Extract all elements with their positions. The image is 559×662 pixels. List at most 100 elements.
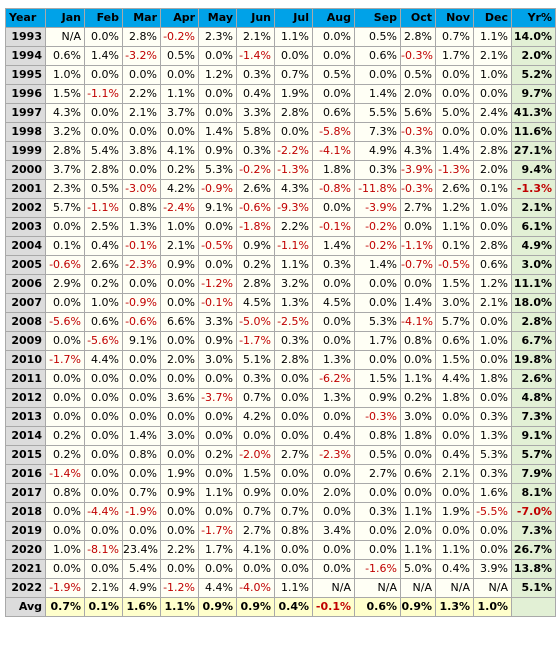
month-return-cell: -5.6% xyxy=(84,331,123,351)
month-return-cell: 4.3% xyxy=(400,141,436,161)
year-cell: 2010 xyxy=(5,350,46,370)
month-return-cell: 5.3% xyxy=(198,160,237,180)
month-return-cell: 2.1% xyxy=(473,293,512,313)
month-return-cell: 0.0% xyxy=(122,274,161,294)
month-return-cell: 1.3% xyxy=(122,217,161,237)
month-return-cell: 0.0% xyxy=(84,388,123,408)
year-cell: 2021 xyxy=(5,559,46,579)
month-return-cell: 1.3% xyxy=(274,293,313,313)
month-return-cell: -3.0% xyxy=(122,179,161,199)
month-return-cell: 0.7% xyxy=(236,502,275,522)
month-return-cell: 2.1% xyxy=(84,578,123,598)
month-return-cell: -6.2% xyxy=(312,369,355,389)
month-return-cell: 0.0% xyxy=(312,84,355,104)
column-header-jul: Jul xyxy=(274,8,313,28)
year-cell: 2019 xyxy=(5,521,46,541)
month-return-cell: -8.1% xyxy=(84,540,123,560)
month-return-cell: 2.1% xyxy=(435,464,474,484)
month-return-cell: 0.2% xyxy=(198,445,237,465)
yearly-return-cell: 7.3% xyxy=(511,521,556,541)
table-row: 2017 0.8% 0.0% 0.7% 0.9% 1.1% 0.9% 0.0% 2.0% 0.0%… xyxy=(5,483,556,503)
month-return-cell: 0.0% xyxy=(45,369,85,389)
table-row: 2009 0.0% -5.6% 9.1% 0.0% 0.9% -1.7% 0.3% 0.0% 1.… xyxy=(5,331,556,351)
month-return-cell: 3.3% xyxy=(198,312,237,332)
month-return-cell: 1.0% xyxy=(45,65,85,85)
month-return-cell: -2.3% xyxy=(312,445,355,465)
column-header-feb: Feb xyxy=(84,8,123,28)
average-cell: 0.1% xyxy=(84,597,123,617)
month-return-cell: 0.6% xyxy=(473,255,512,275)
month-return-cell: -1.6% xyxy=(354,559,401,579)
month-return-cell: 0.6% xyxy=(400,464,436,484)
year-cell: 2009 xyxy=(5,331,46,351)
yearly-return-cell: 26.7% xyxy=(511,540,556,560)
month-return-cell: 1.4% xyxy=(122,426,161,446)
average-label: Avg xyxy=(5,597,46,617)
month-return-cell: 0.2% xyxy=(45,445,85,465)
month-return-cell: 2.7% xyxy=(236,521,275,541)
year-cell: 1996 xyxy=(5,84,46,104)
month-return-cell: -0.1% xyxy=(198,293,237,313)
month-return-cell: 0.0% xyxy=(435,426,474,446)
month-return-cell: 1.2% xyxy=(198,65,237,85)
year-cell: 2001 xyxy=(5,179,46,199)
month-return-cell: 0.6% xyxy=(354,46,401,66)
month-return-cell: -5.5% xyxy=(473,502,512,522)
month-return-cell: 1.1% xyxy=(160,84,199,104)
month-return-cell: 0.0% xyxy=(473,350,512,370)
month-return-cell: -4.1% xyxy=(312,141,355,161)
month-return-cell: 1.2% xyxy=(435,198,474,218)
month-return-cell: -3.2% xyxy=(122,46,161,66)
month-return-cell: 0.3% xyxy=(274,331,313,351)
yearly-return-cell: 14.0% xyxy=(511,27,556,47)
month-return-cell: -3.9% xyxy=(400,160,436,180)
average-row: Avg 0.7% 0.1% 1.6% 1.1% 0.9% 0.9% 0.4% -… xyxy=(5,597,556,617)
month-return-cell: 5.8% xyxy=(236,122,275,142)
table-row: 2010 -1.7% 4.4% 0.0% 2.0% 3.0% 5.1% 2.8% 1.3% 0.0… xyxy=(5,350,556,370)
yearly-return-cell: 5.7% xyxy=(511,445,556,465)
month-return-cell: 0.0% xyxy=(122,369,161,389)
average-cell: 0.4% xyxy=(274,597,313,617)
table-row: 1997 4.3% 0.0% 2.1% 3.7% 0.0% 3.3% 2.8% 0.6% 5.5%… xyxy=(5,103,556,123)
month-return-cell: 1.2% xyxy=(473,274,512,294)
month-return-cell: 0.3% xyxy=(236,141,275,161)
yearly-return-cell: 9.4% xyxy=(511,160,556,180)
month-return-cell: 0.5% xyxy=(354,27,401,47)
year-cell: 2000 xyxy=(5,160,46,180)
month-return-cell: 1.4% xyxy=(354,255,401,275)
year-cell: 2022 xyxy=(5,578,46,598)
month-return-cell: 0.0% xyxy=(198,46,237,66)
month-return-cell: 0.0% xyxy=(473,388,512,408)
month-return-cell: -1.9% xyxy=(45,578,85,598)
month-return-cell: 1.7% xyxy=(354,331,401,351)
month-return-cell: 0.0% xyxy=(84,426,123,446)
table-row: 1996 1.5% -1.1% 2.2% 1.1% 0.0% 0.4% 1.9% 0.0% 1.4… xyxy=(5,84,556,104)
month-return-cell: 2.6% xyxy=(435,179,474,199)
month-return-cell: 0.0% xyxy=(236,559,275,579)
month-return-cell: 1.1% xyxy=(435,540,474,560)
year-cell: 2013 xyxy=(5,407,46,427)
column-header-yearly-percent: Yr% xyxy=(511,8,556,28)
month-return-cell: 1.0% xyxy=(473,331,512,351)
month-return-cell: 0.0% xyxy=(354,65,401,85)
month-return-cell: 0.0% xyxy=(400,217,436,237)
month-return-cell: 0.0% xyxy=(354,274,401,294)
month-return-cell: 2.1% xyxy=(122,103,161,123)
month-return-cell: 0.0% xyxy=(198,464,237,484)
yearly-return-cell: 9.7% xyxy=(511,84,556,104)
yearly-return-cell: -1.3% xyxy=(511,179,556,199)
table-body: 1993 N/A 0.0% 2.8% -0.2% 2.3% 2.1% 1.1% 0.0% 0.5%… xyxy=(5,27,556,598)
month-return-cell: 0.0% xyxy=(45,217,85,237)
month-return-cell: 0.0% xyxy=(122,350,161,370)
month-return-cell: 0.4% xyxy=(236,84,275,104)
month-return-cell: -0.1% xyxy=(122,236,161,256)
month-return-cell: 0.0% xyxy=(198,502,237,522)
month-return-cell: 3.7% xyxy=(45,160,85,180)
year-cell: 2015 xyxy=(5,445,46,465)
month-return-cell: 1.1% xyxy=(198,483,237,503)
month-return-cell: 5.6% xyxy=(400,103,436,123)
month-return-cell: 0.5% xyxy=(312,65,355,85)
month-return-cell: 0.0% xyxy=(198,103,237,123)
month-return-cell: 0.0% xyxy=(122,521,161,541)
year-cell: 2018 xyxy=(5,502,46,522)
